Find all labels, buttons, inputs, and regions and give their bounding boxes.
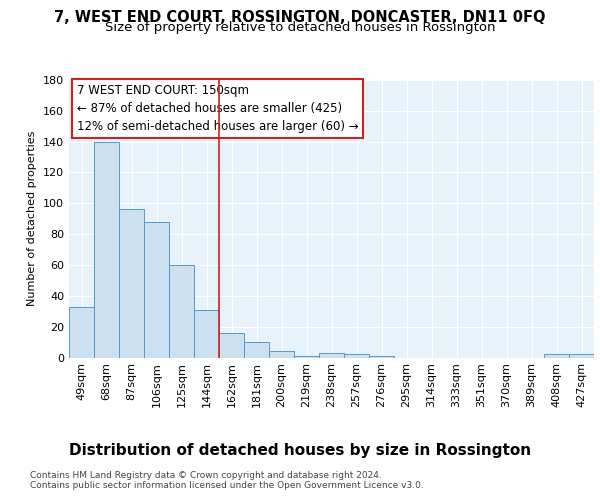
Bar bbox=[69, 306, 94, 358]
Bar bbox=[94, 142, 119, 358]
Text: Size of property relative to detached houses in Rossington: Size of property relative to detached ho… bbox=[105, 21, 495, 34]
Text: 7, WEST END COURT, ROSSINGTON, DONCASTER, DN11 0FQ: 7, WEST END COURT, ROSSINGTON, DONCASTER… bbox=[54, 10, 546, 25]
Bar bbox=[269, 352, 294, 358]
Bar bbox=[219, 333, 244, 357]
Bar bbox=[244, 342, 269, 357]
Bar bbox=[119, 210, 144, 358]
Text: 7 WEST END COURT: 150sqm
← 87% of detached houses are smaller (425)
12% of semi-: 7 WEST END COURT: 150sqm ← 87% of detach… bbox=[77, 84, 359, 133]
Text: Contains HM Land Registry data © Crown copyright and database right 2024.: Contains HM Land Registry data © Crown c… bbox=[30, 471, 382, 480]
Y-axis label: Number of detached properties: Number of detached properties bbox=[28, 131, 37, 306]
Bar bbox=[319, 353, 344, 358]
Bar bbox=[169, 265, 194, 358]
Text: Contains public sector information licensed under the Open Government Licence v3: Contains public sector information licen… bbox=[30, 481, 424, 490]
Bar bbox=[344, 354, 369, 358]
Bar bbox=[569, 354, 594, 358]
Bar bbox=[194, 310, 219, 358]
Bar bbox=[294, 356, 319, 358]
Text: Distribution of detached houses by size in Rossington: Distribution of detached houses by size … bbox=[69, 442, 531, 458]
Bar bbox=[544, 354, 569, 358]
Bar bbox=[144, 222, 169, 358]
Bar bbox=[369, 356, 394, 358]
